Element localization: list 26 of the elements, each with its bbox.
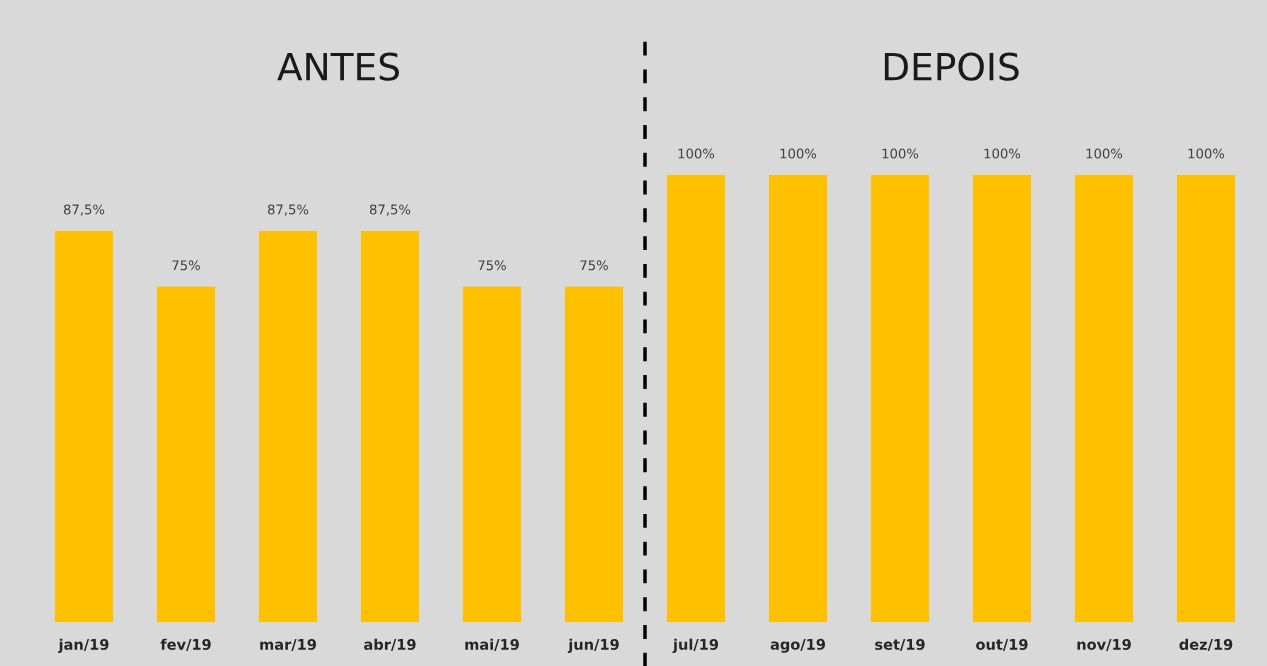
data-label: 75% xyxy=(580,260,608,271)
data-label: 100% xyxy=(1086,148,1123,159)
data-label: 87,5% xyxy=(369,204,411,216)
data-label: 87,5% xyxy=(267,204,309,216)
data-label: 75% xyxy=(172,260,200,271)
data-label: 87,5% xyxy=(63,204,105,216)
text: DEPOIS xyxy=(884,52,1019,81)
data-label: 100% xyxy=(984,148,1021,159)
data-label: 75% xyxy=(478,260,506,271)
text: ANTES xyxy=(277,52,399,81)
x-tick-label: abr/19 xyxy=(364,638,416,652)
x-tick-label: nov/19 xyxy=(1077,638,1131,652)
x-tick-label: out/19 xyxy=(976,638,1028,652)
x-tick-label: jun/19 xyxy=(567,638,619,653)
x-tick-label: set/19 xyxy=(875,638,925,652)
data-label: 100% xyxy=(678,148,715,159)
x-tick-label: ago/19 xyxy=(770,638,826,653)
x-tick-label: mai/19 xyxy=(465,638,519,652)
x-tick-label: dez/19 xyxy=(1179,638,1233,652)
x-tick-label: jan/19 xyxy=(58,638,109,653)
x-tick-label: jul/19 xyxy=(672,638,719,653)
data-label: 100% xyxy=(882,148,919,159)
data-label: 100% xyxy=(780,148,817,159)
data-label: 100% xyxy=(1188,148,1225,159)
x-tick-label: fev/19 xyxy=(160,638,211,652)
x-tick-label: mar/19 xyxy=(260,638,316,652)
